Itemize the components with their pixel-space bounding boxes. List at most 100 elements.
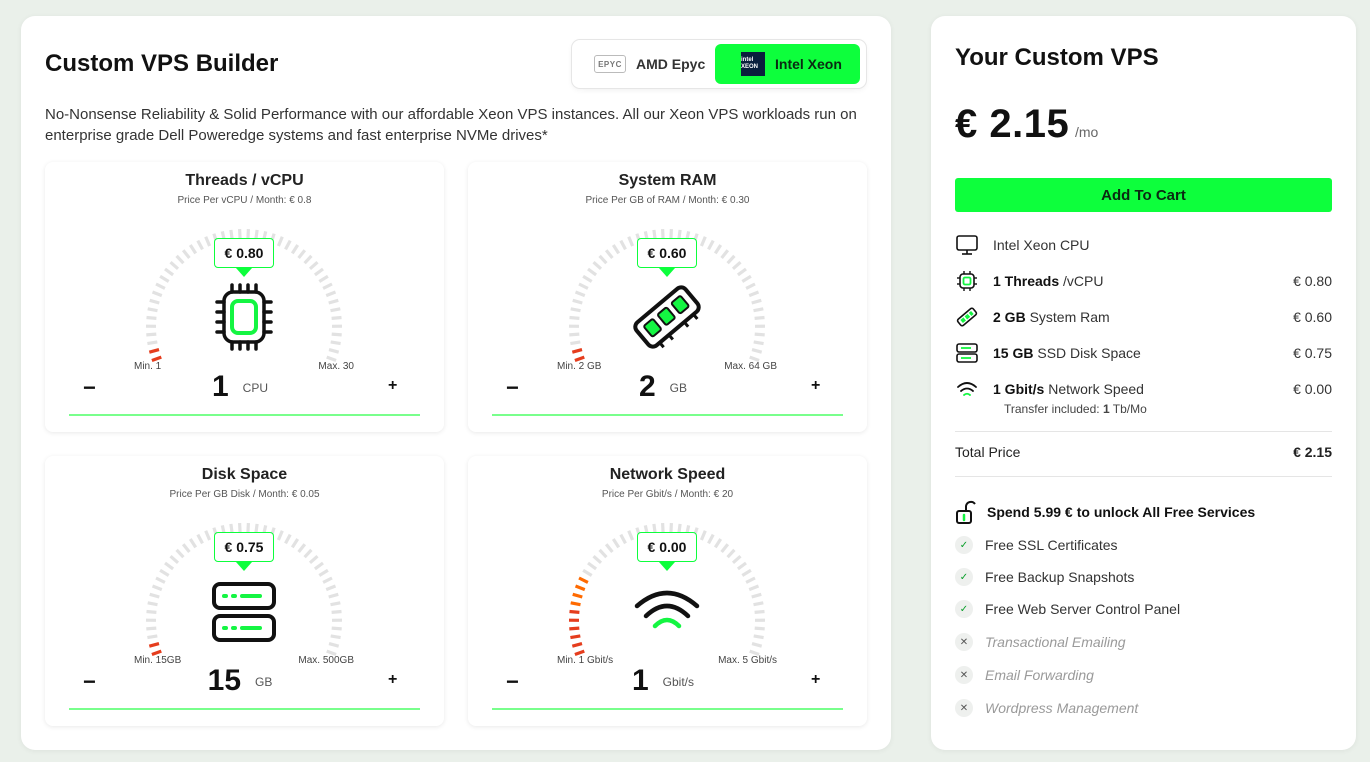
max-label: Max. 30 <box>318 361 354 372</box>
increase-button[interactable]: + <box>811 377 821 394</box>
gauge-tick <box>326 649 337 657</box>
decrease-button[interactable]: − <box>506 669 519 694</box>
decrease-button[interactable]: − <box>83 669 96 694</box>
line-price: € 0.75 <box>1293 345 1332 361</box>
gauge-tick <box>303 548 313 559</box>
gauge-tick <box>238 229 242 240</box>
gauge-tick <box>745 282 756 290</box>
network-gauge[interactable] <box>562 521 772 671</box>
gauge-tick <box>313 561 324 571</box>
intel-xeon-logo: intel XEON <box>741 52 765 76</box>
gauge-tick <box>754 609 765 614</box>
gauge-tick <box>570 634 581 640</box>
gauge-tick <box>574 355 585 363</box>
decrease-button[interactable]: − <box>83 375 96 400</box>
gauge-tick <box>322 576 333 584</box>
increase-button[interactable]: + <box>388 671 398 688</box>
price-period: /mo <box>1075 124 1099 140</box>
cross-icon: ✕ <box>955 699 973 717</box>
summary-price: € 2.15 <box>955 102 1070 146</box>
feature-label: Free Web Server Control Panel <box>985 601 1181 617</box>
ram-gauge[interactable] <box>562 227 772 377</box>
badge-pointer <box>659 562 675 571</box>
value-display: 15 GB <box>45 664 435 698</box>
gauge-tick <box>284 239 292 251</box>
line-label: System Ram <box>1025 309 1110 325</box>
transfer-prefix: Transfer included: <box>1004 402 1103 416</box>
disk-gauge[interactable] <box>139 521 349 671</box>
add-to-cart-button[interactable]: Add To Cart <box>955 178 1332 212</box>
gauge-tick <box>569 315 580 320</box>
gauge-tick <box>159 274 170 283</box>
decrease-button[interactable]: − <box>506 375 519 400</box>
network-speed-card: Network Speed Price Per Gbit/s / Month: … <box>468 456 867 726</box>
gauge-tick <box>749 649 760 657</box>
divider <box>955 431 1332 432</box>
max-label: Max. 500GB <box>298 655 354 666</box>
cpu-type-switch: EPYC AMD Epyc intel XEON Intel Xeon <box>572 40 866 88</box>
gauge-tick <box>578 282 589 290</box>
gauge-tick <box>322 282 333 290</box>
value-underline <box>492 708 843 710</box>
gauge-tick <box>246 229 250 240</box>
gauge-tick <box>188 244 198 255</box>
gauge-tick <box>753 601 764 607</box>
feature-label: Transactional Emailing <box>985 634 1126 650</box>
value-number: 2 <box>638 370 656 403</box>
gauge-tick <box>699 530 707 541</box>
gauge-tick <box>569 332 580 337</box>
gauge-tick <box>578 576 589 584</box>
gauge-tick <box>751 642 763 648</box>
intel-xeon-option[interactable]: intel XEON Intel Xeon <box>715 44 860 84</box>
cpu-chip-icon <box>215 283 273 351</box>
gauge-tick <box>611 244 621 255</box>
gauge-tick <box>188 538 198 549</box>
line-price: € 0.60 <box>1293 309 1332 325</box>
gauge-tick <box>619 533 627 545</box>
gauge-tick <box>151 355 162 363</box>
gauge-tick <box>331 315 342 320</box>
gauge-tick <box>330 340 341 346</box>
summary-line-cpu: 1 Threads /vCPU € 0.80 <box>955 268 1332 294</box>
value-number: 1 <box>211 370 229 403</box>
transfer-suffix: Tb/Mo <box>1109 402 1147 416</box>
gauge-tick <box>318 568 329 577</box>
gauge-tick <box>318 274 329 283</box>
gauge-tick <box>699 236 707 247</box>
feature-locked: ✕ Email Forwarding <box>955 666 1094 684</box>
cpu-threads-card: Threads / vCPU Price Per vCPU / Month: €… <box>45 162 444 432</box>
gauge-tick <box>331 332 342 337</box>
gauge-tick <box>570 307 581 313</box>
gauge-tick <box>276 530 284 541</box>
check-icon: ✓ <box>955 600 973 618</box>
gauge-tick <box>175 254 185 265</box>
gauge-tick <box>592 260 603 271</box>
min-label: Min. 1 <box>134 361 162 372</box>
gauge-tick <box>313 267 324 277</box>
amd-epyc-option[interactable]: EPYC AMD Epyc <box>580 44 710 84</box>
feature-label: Free SSL Certificates <box>985 537 1118 553</box>
gauge-tick <box>619 239 627 251</box>
increase-button[interactable]: + <box>388 377 398 394</box>
feature-included: ✓ Free SSL Certificates <box>955 536 1118 554</box>
increase-button[interactable]: + <box>811 671 821 688</box>
gauge-tick <box>331 626 342 631</box>
gauge-tick <box>276 236 284 247</box>
gauge-tick <box>604 543 614 553</box>
gauge-tick <box>726 548 736 559</box>
gauge-tick <box>155 576 166 584</box>
gauge-tick <box>736 561 747 571</box>
summary-line-network: 1 Gbit/s Network Speed € 0.00 <box>955 376 1332 402</box>
gauge-tick <box>745 576 756 584</box>
cpu-chip-icon <box>957 271 977 291</box>
gauge-tick <box>308 260 319 271</box>
gauge-tick <box>147 601 158 607</box>
gauge-tick <box>570 340 581 346</box>
cpu-gauge[interactable] <box>139 227 349 377</box>
gauge-tick <box>290 244 300 255</box>
ram-module-icon <box>633 285 701 349</box>
feature-included: ✓ Free Web Server Control Panel <box>955 600 1180 618</box>
gauge-tick <box>748 290 760 298</box>
gauge-tick <box>720 543 730 553</box>
gauge-tick <box>238 523 242 534</box>
